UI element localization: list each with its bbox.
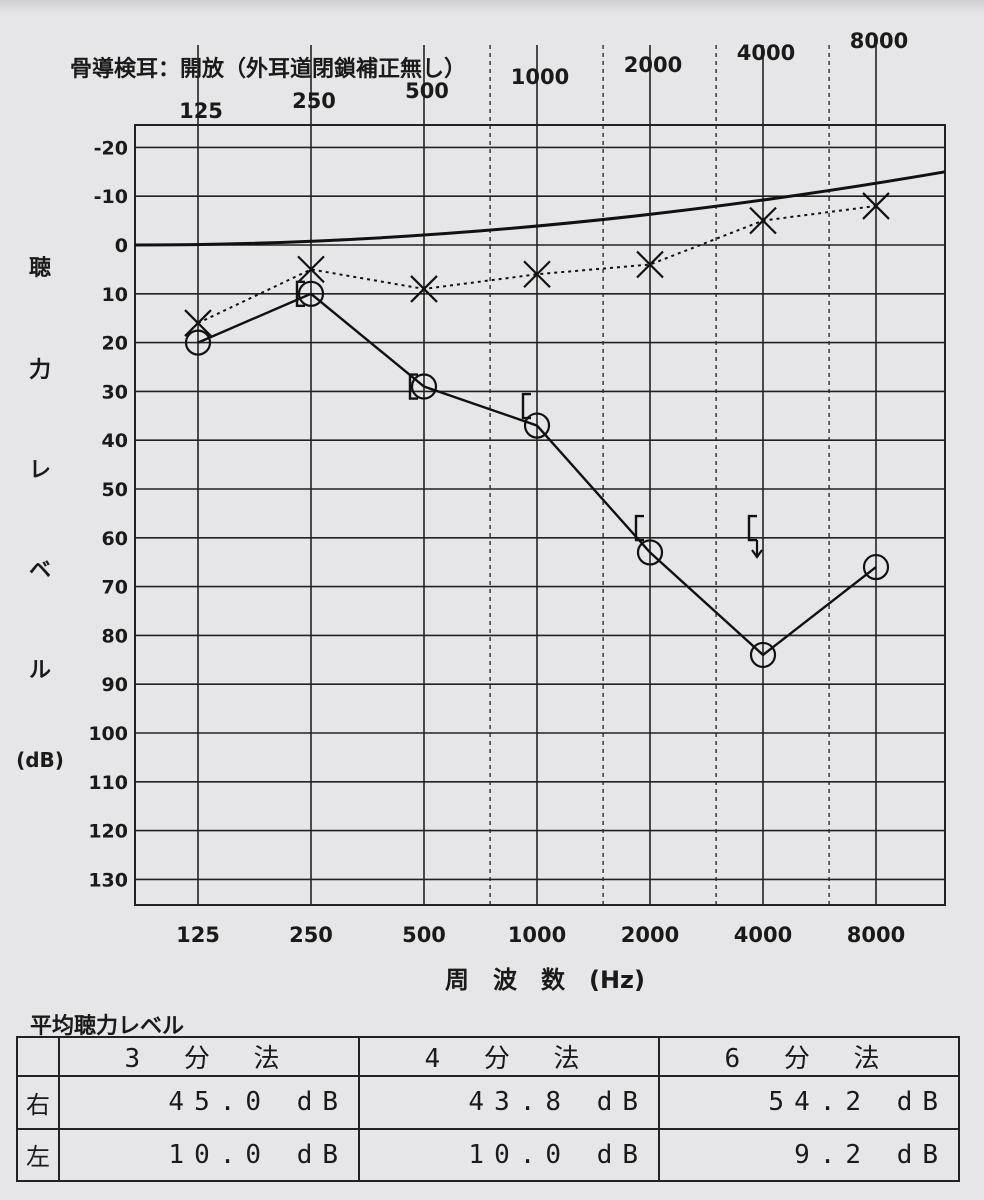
data-point-circle [184,329,212,356]
table-row: 右 45.0 dB 43.8 dB 54.2 dB [16,1075,960,1130]
y-tick-label: 50 [102,479,128,501]
column-header: 3 分 法 [58,1036,360,1077]
y-tick-label: 20 [102,333,128,355]
no-response-arrow [751,540,763,559]
x-tick-label: 4000 [734,923,792,947]
data-point-circle [410,373,438,400]
chart-series [184,192,890,669]
data-point-circle [862,553,890,581]
y-tick-label: 130 [88,869,128,891]
y-tick-label: -20 [94,137,128,159]
plot-frame [134,124,946,906]
column-header: 4 分 法 [358,1036,660,1077]
data-point-circle [297,280,325,307]
table-cell: 9.2 dB [658,1127,960,1182]
y-tick-label: 40 [102,430,128,452]
y-tick-label: 30 [102,381,128,403]
y-tick-label: 100 [88,723,128,745]
data-point-cross [523,260,551,289]
data-point-bracket [747,514,757,542]
x-tick-label: 500 [402,923,446,947]
y-tick-label: 0 [115,235,128,257]
data-point-cross [636,250,664,279]
data-point-cross [297,255,325,284]
data-point-bracket [408,373,418,400]
data-point-cross [749,206,777,235]
table-corner-cell [16,1036,60,1077]
x-tick-label-top: 1000 [511,65,569,89]
y-axis-label-char: ベ [28,558,51,583]
x-tick-label-top: 8000 [850,29,908,53]
table-cell: 43.8 dB [358,1075,660,1130]
data-point-cross [184,309,212,337]
y-tick-label: 60 [102,528,128,550]
x-tick-label: 8000 [847,923,905,947]
x-tick-label-top: 250 [292,89,336,113]
paper-top-edge [0,0,984,14]
y-axis-label-char: レ [28,458,51,483]
y-tick-label: 70 [102,577,128,599]
y-tick-label: 10 [102,284,128,306]
y-axis-label-unit: (dB) [16,748,64,772]
data-point-cross [410,275,438,303]
data-point-bracket [521,392,531,420]
data-point-cross [862,192,890,220]
y-tick-label: 90 [102,674,128,696]
y-axis-label-char: 力 [28,358,51,383]
table-row: 左 10.0 dB 10.0 dB 9.2 dB [16,1127,960,1182]
x-tick-label-top: 4000 [737,41,795,65]
table-cell: 10.0 dB [58,1127,360,1182]
x-tick-labels: 125 125 250 250 500 500 1000 1000 2000 2000 4000 40… [176,29,908,947]
x-tick-label: 1000 [508,923,566,947]
y-tick-label: -10 [94,186,128,208]
data-point-bracket [634,514,644,542]
average-table-title: 平均聴力レベル [30,1014,185,1039]
table-header-row: 3 分 法 4 分 法 6 分 法 [16,1036,960,1077]
table-cell: 10.0 dB [358,1127,660,1182]
y-tick-labels: -20 -10 0 10 20 30 40 50 60 70 80 90 100 110 120 130 [88,137,128,891]
average-hearing-table: 3 分 法 4 分 法 6 分 法 右 45.0 dB 43.8 dB 54.2… [16,1036,960,1182]
x-tick-label-top: 500 [405,79,449,103]
row-label-right: 右 [16,1075,60,1130]
audiogram-chart: 骨導検耳：開放（外耳道閉鎖補正無し） -20 -10 0 10 20 30 40 50 60 70… [70,29,946,994]
y-tick-label: 80 [102,625,128,647]
x-tick-label: 250 [289,923,333,947]
y-axis-label-char: 聴 [28,256,51,281]
data-point-circle [749,641,777,669]
y-tick-label: 110 [88,772,128,794]
x-tick-label-top: 2000 [624,53,682,77]
bone-conduction-note: 骨導検耳：開放（外耳道閉鎖補正無し） [70,56,466,82]
x-tick-label: 125 [176,923,220,947]
x-tick-label-top: 125 [179,99,223,123]
data-point-circle [636,539,664,566]
row-label-left: 左 [16,1127,60,1182]
x-axis-label: 周 波 数 (Hz) [445,966,645,994]
data-point-bracket [295,280,305,307]
data-point-circle [523,412,551,439]
chart-grid [134,45,946,906]
table-cell: 54.2 dB [658,1075,960,1130]
x-tick-label: 2000 [621,923,679,947]
reference-curve [134,170,946,247]
column-header: 6 分 法 [658,1036,960,1077]
series-line [197,292,877,657]
table-cell: 45.0 dB [58,1075,360,1130]
y-tick-label: 120 [88,821,128,843]
y-axis-label-char: ル [28,658,51,683]
